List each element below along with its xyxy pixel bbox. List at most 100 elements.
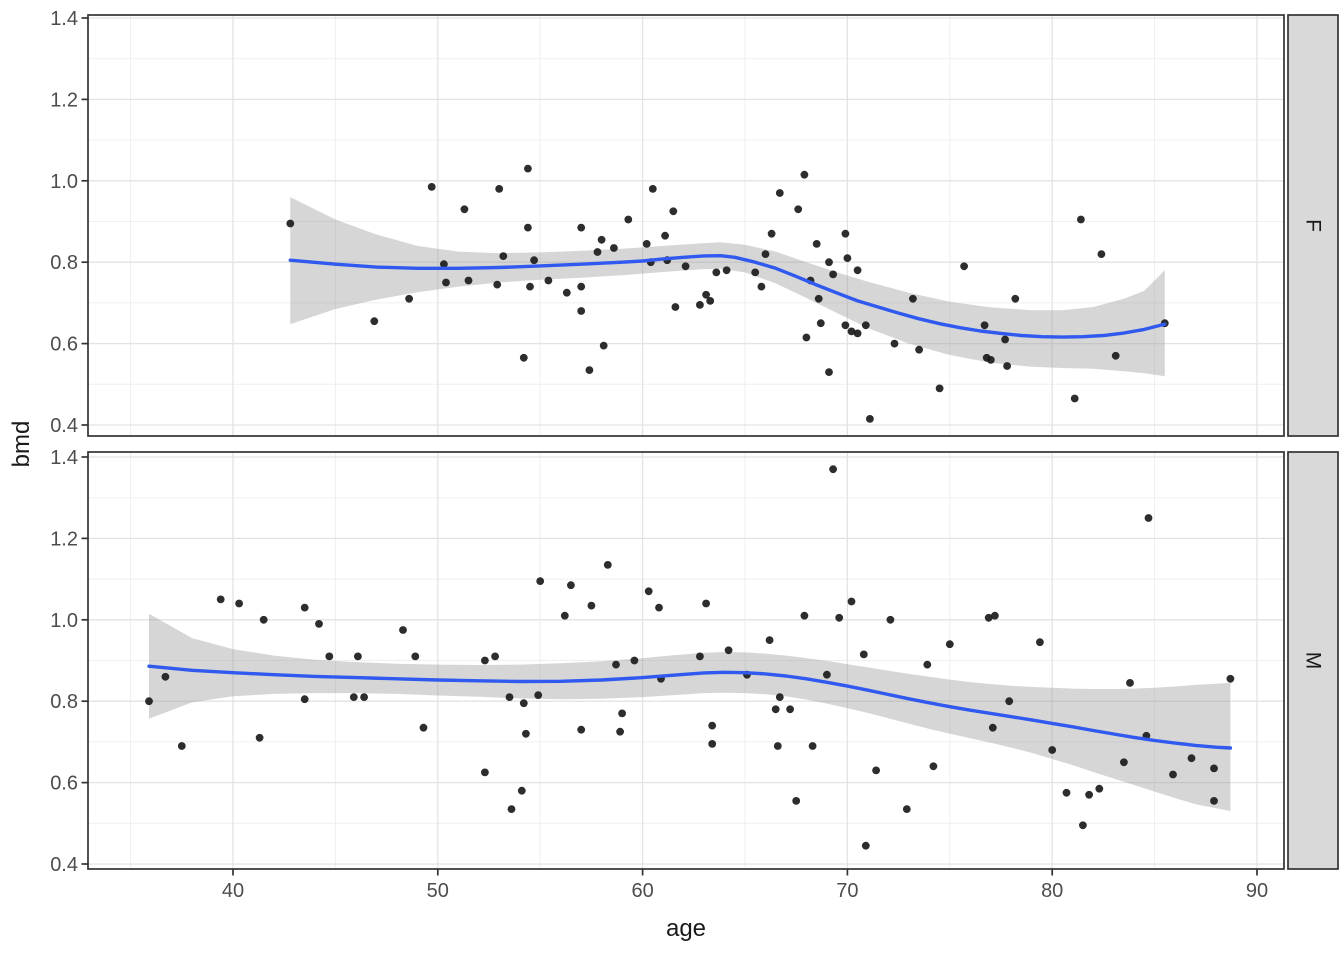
data-point bbox=[616, 727, 624, 736]
data-point bbox=[567, 581, 575, 590]
x-tick-label: 40 bbox=[222, 880, 244, 902]
data-point bbox=[1070, 394, 1079, 403]
data-point bbox=[1126, 679, 1134, 687]
x-tick-label: 60 bbox=[631, 880, 653, 902]
data-point bbox=[722, 266, 731, 275]
data-point bbox=[610, 244, 618, 252]
data-point bbox=[255, 733, 264, 742]
data-point bbox=[841, 321, 850, 330]
data-point bbox=[349, 693, 358, 701]
data-point bbox=[630, 656, 639, 665]
data-point bbox=[986, 356, 995, 364]
data-point bbox=[577, 282, 586, 291]
data-point bbox=[481, 656, 489, 665]
data-point bbox=[1001, 335, 1009, 344]
x-tick-label: 90 bbox=[1246, 880, 1268, 902]
data-point bbox=[655, 603, 663, 612]
y-tick-label: 1.2 bbox=[50, 89, 78, 111]
data-point bbox=[259, 615, 268, 624]
data-point bbox=[427, 183, 436, 191]
data-point bbox=[724, 646, 733, 655]
data-point bbox=[642, 240, 651, 248]
data-point bbox=[315, 620, 323, 628]
data-point bbox=[1062, 788, 1071, 797]
data-point bbox=[1144, 514, 1153, 522]
facet-strip bbox=[1287, 451, 1339, 870]
smooth-line bbox=[288, 254, 1167, 339]
facet-strip-label: M bbox=[1302, 652, 1325, 670]
data-point bbox=[560, 611, 569, 620]
data-point bbox=[325, 652, 334, 661]
y-tick-label: 0.8 bbox=[50, 252, 78, 274]
data-point bbox=[1085, 790, 1093, 799]
data-point bbox=[235, 599, 244, 608]
data-point bbox=[847, 327, 856, 336]
data-point bbox=[562, 288, 571, 297]
data-point bbox=[524, 164, 532, 173]
x-axis-title: age bbox=[665, 915, 707, 942]
data-point bbox=[493, 280, 502, 289]
data-point bbox=[145, 697, 153, 706]
data-point bbox=[1036, 638, 1044, 647]
data-point bbox=[1169, 770, 1177, 779]
y-tick-label: 0.8 bbox=[50, 691, 78, 713]
data-point bbox=[671, 303, 680, 311]
data-point bbox=[618, 709, 626, 718]
gridlines-minor bbox=[88, 452, 1284, 869]
data-point bbox=[767, 229, 776, 238]
y-tick-label: 1.0 bbox=[50, 610, 78, 632]
data-point bbox=[519, 353, 528, 362]
data-point bbox=[1011, 294, 1020, 303]
y-tick-label: 1.2 bbox=[50, 528, 78, 550]
data-point bbox=[661, 231, 669, 240]
data-point bbox=[792, 797, 801, 805]
data-point bbox=[519, 699, 528, 708]
data-point bbox=[577, 307, 586, 315]
facet-strip-label: F bbox=[1302, 219, 1325, 232]
y-tick-label: 0.4 bbox=[50, 854, 78, 876]
data-point bbox=[765, 636, 774, 644]
y-tick-label: 0.4 bbox=[50, 415, 78, 437]
data-point bbox=[706, 297, 715, 305]
data-point bbox=[843, 254, 852, 262]
data-point bbox=[603, 561, 612, 569]
data-point bbox=[419, 723, 428, 732]
data-point bbox=[696, 301, 704, 309]
data-point bbox=[841, 229, 850, 238]
data-point bbox=[757, 282, 766, 291]
data-point bbox=[499, 252, 508, 260]
data-point bbox=[530, 256, 538, 265]
data-point bbox=[984, 613, 993, 622]
y-tick-label: 1.4 bbox=[50, 447, 78, 469]
y-tick-label: 1.4 bbox=[50, 8, 78, 30]
data-point bbox=[847, 597, 856, 606]
x-tick-label: 70 bbox=[836, 880, 858, 902]
panel-border bbox=[87, 451, 1285, 870]
data-point bbox=[177, 742, 186, 750]
data-point bbox=[577, 725, 586, 734]
data-point bbox=[823, 670, 831, 679]
data-point bbox=[802, 333, 811, 342]
data-point bbox=[464, 276, 473, 285]
data-point bbox=[886, 615, 895, 624]
data-point bbox=[1210, 764, 1218, 773]
data-point bbox=[593, 248, 602, 256]
data-point bbox=[648, 185, 657, 193]
data-points bbox=[145, 465, 1235, 850]
data-point bbox=[825, 368, 833, 376]
data-point bbox=[216, 595, 225, 604]
gridlines-major bbox=[88, 15, 1284, 436]
data-point bbox=[929, 762, 938, 771]
data-point bbox=[442, 278, 450, 287]
data-point bbox=[800, 611, 809, 620]
data-point bbox=[980, 321, 989, 330]
data-point bbox=[1095, 784, 1104, 793]
data-point bbox=[440, 260, 448, 269]
data-point bbox=[775, 693, 784, 701]
data-point bbox=[1097, 250, 1106, 258]
data-point bbox=[544, 276, 553, 285]
data-point bbox=[526, 282, 534, 291]
data-point bbox=[1120, 758, 1128, 767]
data-point bbox=[1226, 674, 1235, 683]
